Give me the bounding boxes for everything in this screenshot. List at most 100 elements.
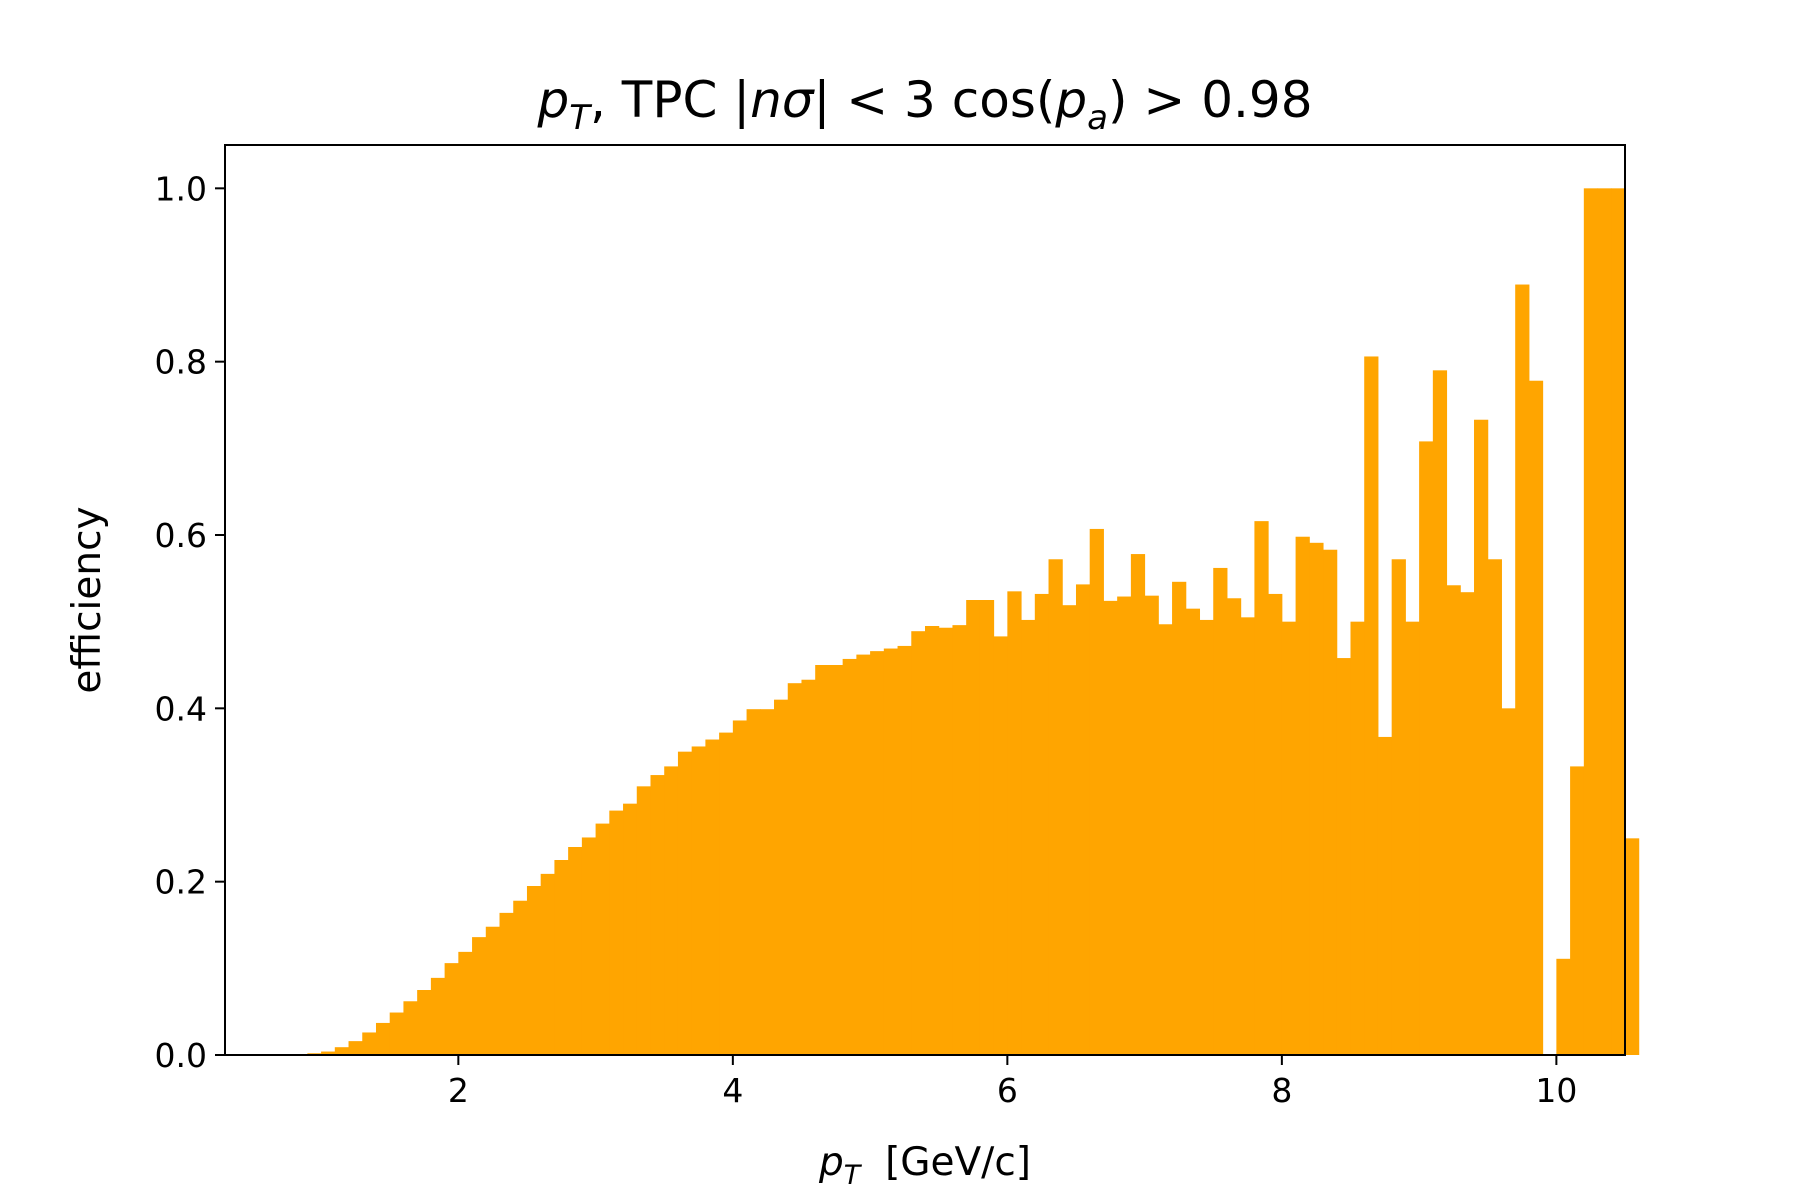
histogram-bar [925, 626, 940, 1055]
histogram-bar [362, 1032, 377, 1055]
histogram-bar [1103, 600, 1118, 1055]
title-nsigma: nσ [750, 71, 815, 129]
histogram-bar [1295, 536, 1310, 1055]
x-label-sub: T [844, 1160, 863, 1191]
histogram-bar [1199, 619, 1214, 1055]
histogram-bar [1254, 521, 1269, 1055]
y-tick-label: 1.0 [155, 169, 207, 208]
histogram-bar [801, 679, 816, 1055]
histogram-bar [472, 937, 487, 1055]
histogram-bar [664, 766, 679, 1055]
histogram-bar [1185, 608, 1201, 1055]
histogram-bar [1309, 542, 1324, 1055]
histogram-bar [952, 625, 967, 1055]
x-tick-label: 8 [1271, 1071, 1292, 1110]
histogram-bar [444, 963, 459, 1055]
histogram-bar [938, 627, 953, 1055]
histogram-bar [595, 823, 610, 1055]
histogram-bar [1268, 593, 1283, 1055]
histogram-bar [1570, 766, 1585, 1055]
histogram-bar [513, 900, 528, 1055]
histogram-bar [842, 658, 857, 1055]
histogram-bar [828, 665, 844, 1055]
x-tick-label: 6 [997, 1071, 1018, 1110]
histogram-bar [760, 709, 775, 1055]
histogram-bar [581, 837, 597, 1055]
histogram-bar [1460, 592, 1475, 1055]
histogram-bar [1583, 188, 1599, 1056]
histogram-bar [1364, 356, 1379, 1055]
x-ticks-group: 2 4 6 8 10 [448, 1055, 1577, 1110]
histogram-bar [1213, 567, 1228, 1055]
y-axis-label: efficiency [65, 506, 110, 693]
histogram-bar [1611, 188, 1626, 1056]
histogram-bar [993, 636, 1008, 1055]
histogram-bar [1226, 598, 1242, 1055]
histogram-bar [1323, 549, 1338, 1055]
histogram-bar [403, 1001, 418, 1055]
histogram-bar [458, 951, 473, 1055]
histogram-bar [1117, 596, 1132, 1055]
histogram-bar [883, 648, 899, 1055]
histogram-bar [1021, 619, 1036, 1055]
histogram-bar [1487, 559, 1502, 1055]
x-tick-label: 2 [448, 1071, 469, 1110]
y-tick-label: 0.0 [155, 1036, 207, 1075]
title-sub-a: a [1087, 98, 1108, 138]
x-tick-label: 10 [1535, 1071, 1577, 1110]
histogram-bar [1377, 736, 1393, 1055]
histogram-bar [815, 665, 830, 1055]
histogram-bar [856, 654, 871, 1055]
histogram-bar [746, 709, 761, 1055]
histogram-bar [1405, 621, 1420, 1055]
histogram-bar [1350, 621, 1365, 1055]
histogram-bar [636, 786, 651, 1055]
histogram-bar [774, 699, 789, 1055]
histogram-bar [1240, 617, 1255, 1055]
histogram-bar [1528, 380, 1544, 1055]
histogram-bar [1034, 593, 1050, 1055]
histogram-bar [389, 1012, 404, 1055]
histogram-bar [554, 860, 569, 1055]
histogram-bar [623, 803, 638, 1055]
x-label-p: p [818, 1140, 844, 1185]
histogram-bar [979, 600, 995, 1055]
y-tick-label: 0.4 [155, 689, 207, 728]
title-end: ) > 0.98 [1108, 71, 1313, 129]
histogram-bar [1336, 658, 1351, 1055]
histogram-bar [1130, 554, 1146, 1055]
title-mid: , TPC | [590, 71, 750, 129]
histogram-bar [1158, 624, 1173, 1055]
histogram-bar [705, 739, 720, 1055]
histogram-bar [1446, 585, 1461, 1055]
chart-title: pT, TPC |nσ| < 3 cos(pa) > 0.98 [536, 71, 1312, 138]
histogram-bar [499, 912, 514, 1055]
histogram-bar [1625, 838, 1640, 1055]
histogram-bar [732, 720, 748, 1055]
x-tick-label: 4 [722, 1071, 743, 1110]
histogram-bar [540, 873, 555, 1055]
histogram-bar [568, 847, 583, 1055]
title-mid2: | < 3 cos( [814, 71, 1056, 129]
histogram-bar [1172, 581, 1187, 1055]
histogram-bar [911, 631, 926, 1055]
y-tick-label: 0.6 [155, 516, 207, 555]
histogram-bar [334, 1047, 350, 1055]
histogram-bar [485, 926, 501, 1055]
histogram-bar [650, 775, 665, 1055]
histogram-bar [966, 600, 981, 1055]
histogram-bar [1089, 528, 1104, 1055]
histogram-bar [1474, 419, 1489, 1055]
histogram-bar [719, 732, 734, 1055]
x-label-unit: [GeV/c] [860, 1140, 1031, 1185]
histogram-bar [1515, 284, 1530, 1055]
histogram-bar [1432, 370, 1448, 1055]
x-axis-label: pT [GeV/c] [818, 1140, 1031, 1191]
y-tick-label: 0.8 [155, 343, 207, 382]
histogram-bar [1556, 958, 1571, 1055]
histogram-bar [677, 751, 693, 1055]
histogram-bar [1007, 591, 1022, 1055]
title-p: p [536, 71, 569, 129]
y-ticks-group: 0.0 0.2 0.4 0.6 0.8 1.0 [155, 169, 225, 1075]
